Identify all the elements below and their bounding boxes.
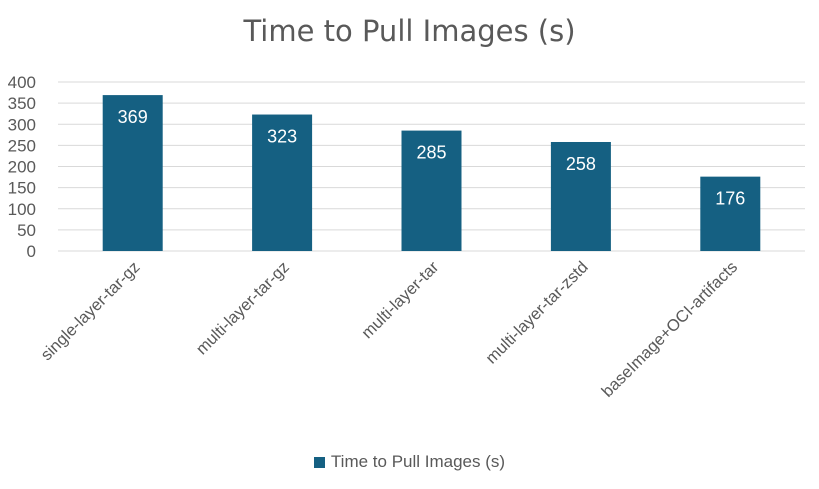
legend: Time to Pull Images (s) — [0, 452, 819, 472]
data-label: 323 — [267, 127, 297, 147]
x-category-label: multi-layer-tar-zstd — [482, 258, 591, 367]
bar — [102, 95, 163, 251]
y-tick-label: 350 — [8, 94, 36, 113]
x-category-label: single-layer-tar-gz — [37, 258, 143, 364]
bar — [550, 141, 611, 251]
y-tick-label: 50 — [17, 221, 36, 240]
data-label: 369 — [118, 107, 148, 127]
x-category-label: multi-layer-tar-gz — [193, 258, 293, 358]
y-tick-label: 400 — [8, 73, 36, 92]
y-tick-label: 300 — [8, 115, 36, 134]
legend-label: Time to Pull Images (s) — [330, 452, 506, 471]
x-category-label: multi-layer-tar — [358, 258, 442, 342]
x-category-label: baseImage+OCI-artifacts — [598, 258, 741, 401]
data-label: 285 — [416, 143, 446, 163]
legend-swatch — [313, 456, 325, 468]
y-tick-label: 150 — [8, 179, 36, 198]
bar — [401, 130, 462, 251]
bar — [700, 176, 761, 251]
y-tick-label: 200 — [8, 158, 36, 177]
chart-title: Time to Pull Images (s) — [243, 14, 576, 48]
data-label: 176 — [715, 189, 745, 209]
y-tick-label: 0 — [27, 242, 36, 261]
y-tick-label: 250 — [8, 136, 36, 155]
bar — [252, 114, 313, 251]
y-tick-label: 100 — [8, 200, 36, 219]
data-label: 258 — [566, 154, 596, 174]
